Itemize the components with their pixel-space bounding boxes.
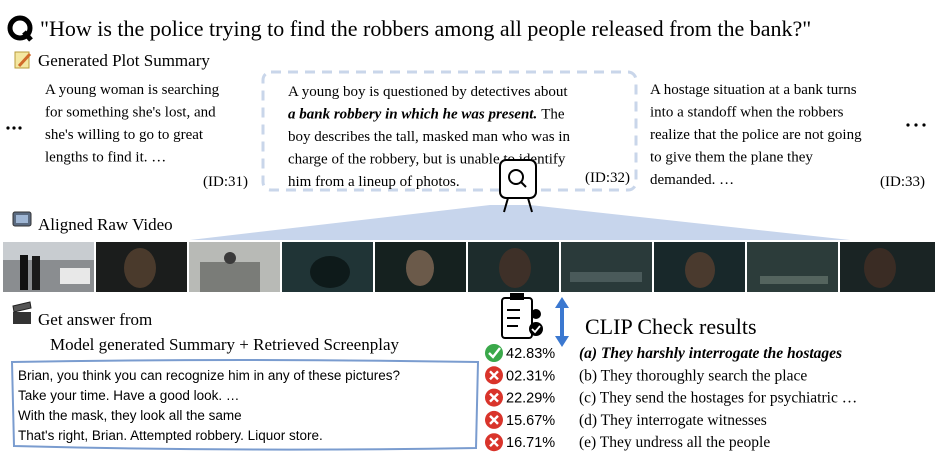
option-score: 15.67% [506, 413, 555, 429]
section-heading: Get answer from [38, 310, 152, 329]
summary-emphasis: a bank robbery in which he was present. [288, 107, 537, 123]
summary-line: lengths to find it. … [45, 150, 166, 166]
summary-text: The [541, 107, 565, 123]
option-text: (c) They send the hostages for psychiatr… [579, 390, 857, 407]
screenplay-line: With the mask, they look all the same [18, 408, 242, 423]
summary-line: demanded. … [650, 172, 734, 188]
summary-line: A young woman is searching [45, 82, 220, 98]
notepad-icon [15, 52, 30, 68]
answer-source: Model generated Summary + Retrieved Scre… [50, 335, 399, 354]
section-heading: Generated Plot Summary [38, 51, 210, 70]
option-text: (e) They undress all the people [579, 434, 770, 451]
tv-icon [13, 212, 31, 226]
summary-id: (ID:31) [203, 174, 248, 190]
summary-line: boy describes the tall, masked man who w… [288, 129, 571, 145]
summary-line: A young boy is questioned by detectives … [288, 84, 568, 100]
option-score: 02.31% [506, 368, 555, 384]
section-heading: Aligned Raw Video [38, 215, 173, 234]
option-text: (b) They thoroughly search the place [579, 367, 807, 384]
summary-line: him from a lineup of photos. [288, 174, 460, 190]
summary-id: (ID:32) [585, 170, 630, 186]
summary-id: (ID:33) [880, 174, 925, 190]
ellipsis-left [6, 126, 21, 129]
summary-line: for something she's lost, and [45, 105, 216, 121]
retriever-icon [500, 160, 536, 212]
double-arrow [555, 297, 569, 347]
clapper-icon [13, 302, 31, 324]
cross-icon [485, 389, 503, 407]
option-score: 22.29% [506, 391, 555, 407]
clipboard-icon [502, 293, 543, 338]
ellipsis-right [906, 123, 925, 126]
option-score: 42.83% [506, 346, 555, 362]
check-icon [485, 344, 503, 362]
cross-icon [485, 411, 503, 429]
screenplay: Brian, you think you can recognize him i… [18, 368, 400, 443]
screenplay-line: Take your time. Have a good look. … [18, 388, 239, 403]
screenplay-line: That's right, Brian. Attempted robbery. … [18, 428, 323, 443]
option-text: (a) They harshly interrogate the hostage… [579, 345, 842, 362]
question: "How is the police trying to find the ro… [40, 16, 811, 41]
cross-icon [485, 433, 503, 451]
video-strip [3, 242, 935, 292]
alignment-band [190, 205, 850, 240]
q-icon [10, 18, 31, 40]
summaries: A young woman is searching for something … [45, 82, 925, 190]
option-text: (d) They interrogate witnesses [579, 412, 767, 429]
figure: "How is the police trying to find the ro… [0, 0, 938, 456]
summary-line: she's willing to go to great [45, 127, 204, 143]
summary-line: to give them the plane they [650, 150, 813, 166]
clip-heading: CLIP Check results [585, 314, 757, 339]
icon-circle [485, 344, 503, 362]
options: 42.83% (a) They harshly interrogate the h… [485, 344, 857, 451]
summary-line: into a standoff when the robbers [650, 105, 844, 121]
summary-line: realize that the police are not going [650, 127, 862, 143]
screenplay-line: Brian, you think you can recognize him i… [18, 368, 400, 383]
option-score: 16.71% [506, 435, 555, 451]
cross-icon [485, 366, 503, 384]
summary-line: A hostage situation at a bank turns [650, 82, 857, 98]
summary-line: a bank robbery in which he was present.T… [288, 107, 565, 123]
